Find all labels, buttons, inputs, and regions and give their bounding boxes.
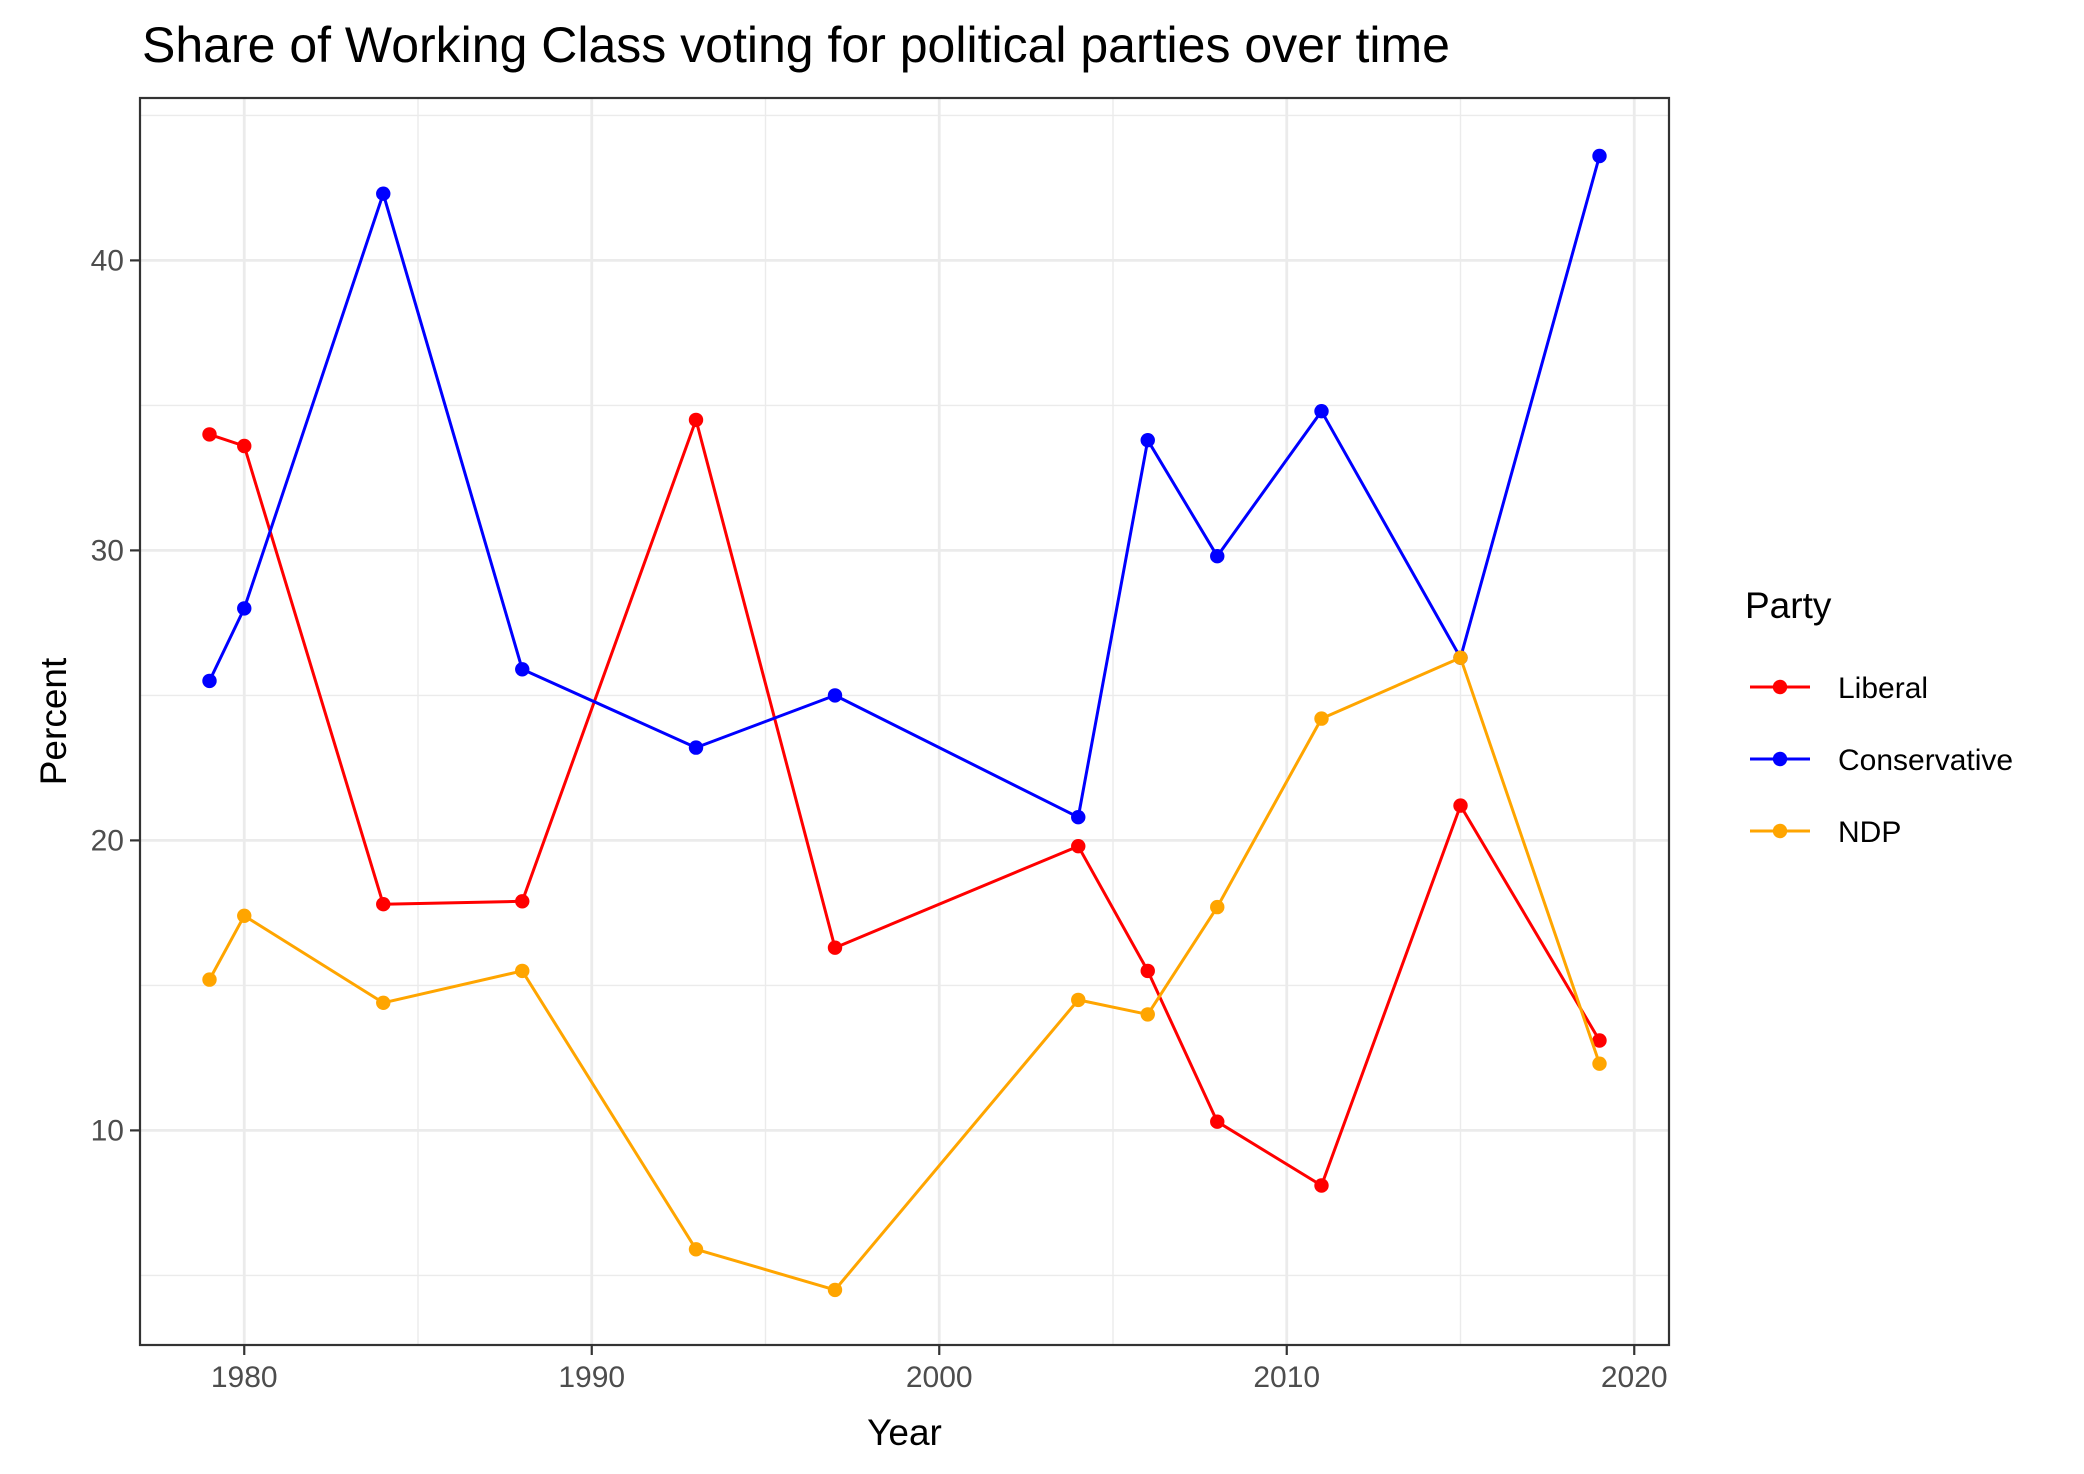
data-point-liberal [1592, 1033, 1607, 1048]
legend-key-point [1772, 751, 1788, 767]
series-line-liberal [209, 418, 1601, 1187]
data-point-conservative [1592, 148, 1607, 164]
legend-key-point [1772, 823, 1788, 839]
data-point-ndp [376, 995, 391, 1010]
series-conservative [202, 148, 1607, 825]
y-tick-label: 10 [91, 1114, 124, 1147]
y-tick-label: 30 [91, 534, 124, 567]
data-point-ndp [1592, 1056, 1607, 1071]
data-point-liberal [376, 897, 391, 912]
data-point-conservative [202, 673, 217, 689]
series-liberal [202, 412, 1607, 1193]
plot-panel-border [138, 96, 1671, 1347]
x-tick-label: 1980 [211, 1361, 278, 1394]
data-point-conservative [1314, 404, 1329, 419]
series-line-ndp [208, 656, 1601, 1292]
data-point-conservative [376, 186, 391, 201]
data-point-ndp [1314, 711, 1329, 726]
x-tick-label: 2010 [1253, 1361, 1320, 1394]
legend-label: Liberal [1838, 672, 1928, 705]
data-point-ndp [1071, 992, 1086, 1008]
series-ndp [202, 650, 1607, 1298]
y-tick-label: 40 [91, 244, 124, 277]
data-point-ndp [1140, 1007, 1155, 1022]
x-tick-label: 2020 [1601, 1361, 1668, 1394]
data-point-ndp [827, 1282, 843, 1298]
series-layer [202, 148, 1607, 1298]
data-point-liberal [202, 427, 217, 442]
legend-label: Conservative [1838, 744, 2013, 777]
legend: Party Liberal Conservative NDP [1745, 585, 2013, 849]
data-point-ndp [1210, 899, 1225, 915]
legend-key-point [1772, 679, 1788, 695]
data-point-conservative [1140, 433, 1155, 448]
data-point-liberal [1140, 963, 1155, 979]
data-point-ndp [1453, 650, 1468, 665]
data-point-conservative [1071, 810, 1086, 825]
data-point-conservative [237, 601, 252, 616]
x-axis-title: Year [867, 1412, 942, 1453]
data-point-ndp [237, 908, 252, 923]
chart-title: Share of Working Class voting for politi… [142, 17, 1450, 73]
data-point-liberal [688, 412, 704, 428]
series-line-conservative [208, 155, 1601, 819]
data-point-ndp [515, 963, 530, 979]
y-axis-title: Percent [33, 657, 74, 785]
legend-item-conservative: Conservative [1750, 744, 2013, 777]
legend-title: Party [1745, 585, 1832, 626]
data-point-liberal [515, 894, 530, 909]
x-tick-label: 2000 [906, 1361, 973, 1394]
grid-lines [140, 98, 1669, 1345]
data-point-conservative [688, 740, 704, 755]
data-point-liberal [1453, 798, 1468, 813]
y-tick-label: 20 [91, 824, 124, 857]
legend-item-liberal: Liberal [1750, 672, 1928, 705]
data-point-conservative [1210, 549, 1225, 564]
x-tick-label: 1990 [558, 1361, 625, 1394]
data-point-ndp [688, 1242, 704, 1257]
data-point-liberal [1071, 839, 1086, 854]
legend-label: NDP [1838, 816, 1901, 849]
data-point-liberal [1314, 1178, 1329, 1193]
data-point-conservative [515, 662, 530, 677]
data-point-liberal [827, 940, 843, 955]
data-point-liberal [1210, 1114, 1225, 1129]
data-point-conservative [827, 688, 843, 703]
legend-item-ndp: NDP [1750, 816, 1901, 849]
data-point-liberal [237, 438, 252, 454]
data-point-ndp [202, 972, 217, 987]
axes: 1980 1990 2000 2010 2020 10 20 30 40 [91, 244, 1668, 1394]
